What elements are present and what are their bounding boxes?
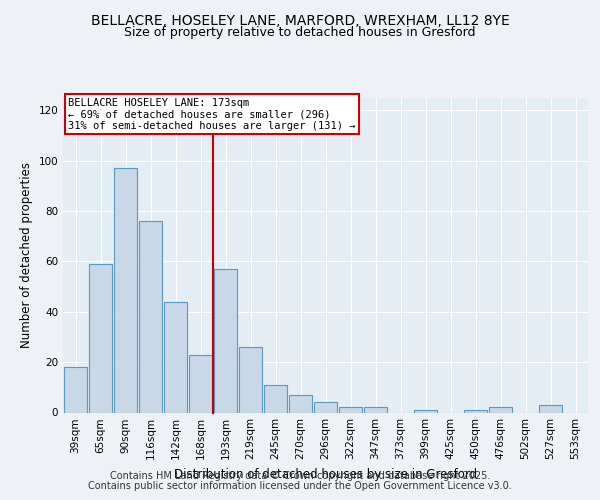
Text: BELLACRE HOSELEY LANE: 173sqm
← 69% of detached houses are smaller (296)
31% of : BELLACRE HOSELEY LANE: 173sqm ← 69% of d…: [68, 98, 356, 130]
Bar: [414, 410, 437, 412]
Bar: [89, 264, 112, 412]
Text: Contains public sector information licensed under the Open Government Licence v3: Contains public sector information licen…: [88, 481, 512, 491]
Bar: [264, 385, 287, 412]
Bar: [164, 302, 187, 412]
Text: Contains HM Land Registry data © Crown copyright and database right 2025.: Contains HM Land Registry data © Crown c…: [110, 471, 490, 481]
Bar: [64, 367, 87, 412]
Bar: [289, 395, 312, 412]
Bar: [239, 347, 262, 412]
Bar: [489, 408, 512, 412]
Bar: [364, 408, 387, 412]
Bar: [114, 168, 137, 412]
Text: Size of property relative to detached houses in Gresford: Size of property relative to detached ho…: [124, 26, 476, 39]
Bar: [339, 408, 362, 412]
Bar: [314, 402, 337, 412]
Bar: [139, 221, 162, 412]
Bar: [539, 405, 562, 412]
X-axis label: Distribution of detached houses by size in Gresford: Distribution of detached houses by size …: [174, 468, 477, 481]
Bar: [189, 354, 212, 412]
Bar: [214, 269, 237, 412]
Text: BELLACRE, HOSELEY LANE, MARFORD, WREXHAM, LL12 8YE: BELLACRE, HOSELEY LANE, MARFORD, WREXHAM…: [91, 14, 509, 28]
Bar: [464, 410, 487, 412]
Y-axis label: Number of detached properties: Number of detached properties: [20, 162, 33, 348]
